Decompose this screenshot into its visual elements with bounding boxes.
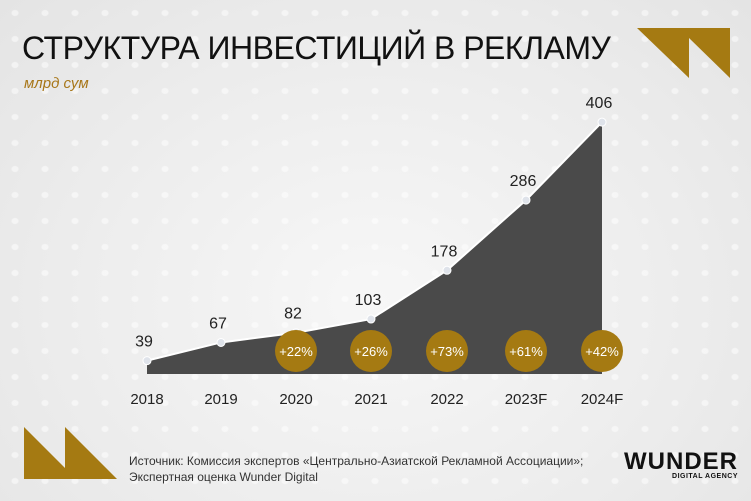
corner-decoration-bottom bbox=[24, 427, 117, 479]
wunder-logo: WUNDER DIGITAL AGENCY bbox=[624, 448, 738, 481]
data-point bbox=[597, 117, 607, 127]
x-tick-label: 2023F bbox=[505, 391, 548, 408]
logo-tagline: DIGITAL AGENCY bbox=[672, 473, 738, 480]
data-point bbox=[216, 337, 226, 347]
growth-badge bbox=[350, 330, 392, 372]
x-tick-label: 2019 bbox=[204, 391, 237, 408]
growth-label: +61% bbox=[509, 344, 543, 359]
growth-label: +42% bbox=[585, 344, 619, 359]
data-point bbox=[366, 314, 376, 324]
growth-label: +22% bbox=[279, 344, 313, 359]
page-title: СТРУКТУРА ИНВЕСТИЦИЙ В РЕКЛАМУ bbox=[22, 30, 611, 66]
area-fill bbox=[147, 122, 602, 374]
data-label: 39 bbox=[135, 334, 153, 351]
unit-label: млрд сум bbox=[24, 75, 89, 92]
x-tick-label: 2022 bbox=[430, 391, 463, 408]
x-tick-label: 2021 bbox=[354, 391, 387, 408]
source-note: Источник: Комиссия экспертов «Центрально… bbox=[129, 453, 583, 485]
growth-label: +73% bbox=[430, 344, 464, 359]
growth-badge bbox=[505, 330, 547, 372]
data-point bbox=[442, 265, 452, 275]
source-line: Экспертная оценка Wunder Digital bbox=[129, 470, 318, 484]
logo-name: WUNDER bbox=[624, 448, 738, 475]
growth-label: +26% bbox=[354, 344, 388, 359]
data-point bbox=[142, 356, 152, 366]
growth-badge bbox=[275, 330, 317, 372]
x-tick-label: 2024F bbox=[581, 391, 624, 408]
growth-badge bbox=[581, 330, 623, 372]
x-tick-label: 2018 bbox=[130, 391, 163, 408]
data-label: 82 bbox=[284, 306, 302, 323]
x-tick-label: 2020 bbox=[279, 391, 312, 408]
corner-decoration-top bbox=[637, 28, 730, 78]
data-label: 67 bbox=[209, 315, 227, 332]
data-label: 286 bbox=[510, 173, 537, 190]
data-label: 406 bbox=[586, 95, 613, 112]
source-line: Источник: Комиссия экспертов «Центрально… bbox=[129, 454, 584, 468]
data-label: 178 bbox=[431, 243, 458, 260]
data-label: 103 bbox=[355, 292, 382, 309]
growth-badge bbox=[426, 330, 468, 372]
data-point bbox=[521, 195, 531, 205]
